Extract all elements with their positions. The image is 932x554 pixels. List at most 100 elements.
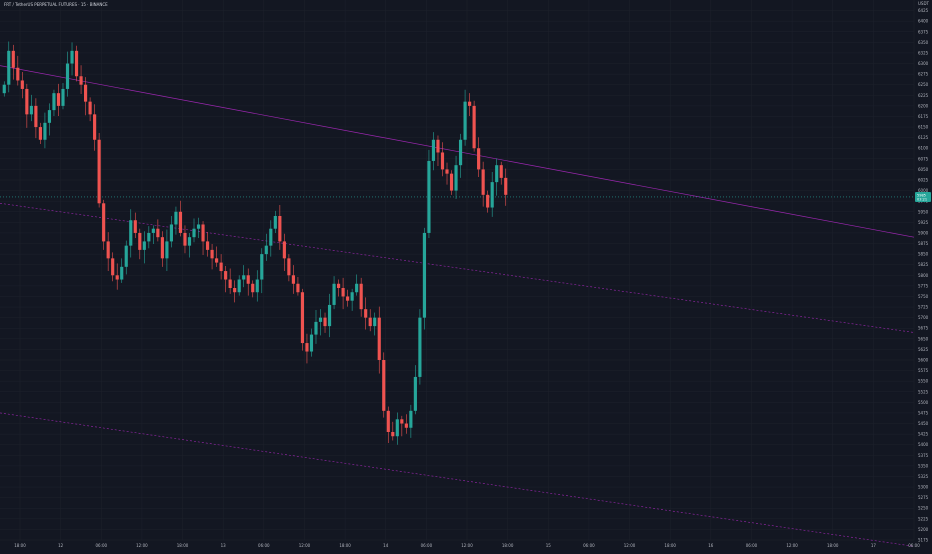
candle[interactable] <box>418 309 422 385</box>
candle[interactable] <box>264 233 268 261</box>
candle[interactable] <box>165 229 169 272</box>
candle[interactable] <box>47 103 52 136</box>
candle[interactable] <box>174 206 178 235</box>
candle[interactable] <box>278 204 282 250</box>
candle[interactable] <box>336 279 341 297</box>
candle[interactable] <box>431 132 436 171</box>
candle[interactable] <box>309 328 314 357</box>
candle[interactable] <box>65 51 70 97</box>
candle[interactable] <box>287 254 291 282</box>
candle[interactable] <box>454 155 458 200</box>
candle[interactable] <box>129 209 133 258</box>
trend-channel[interactable] <box>0 65 915 547</box>
candles[interactable] <box>2 41 508 445</box>
candle[interactable] <box>79 65 83 95</box>
candle[interactable] <box>43 112 47 149</box>
candle[interactable] <box>88 97 92 122</box>
candle[interactable] <box>192 218 196 243</box>
candle[interactable] <box>300 288 305 351</box>
candle[interactable] <box>382 352 386 418</box>
candle[interactable] <box>210 243 214 270</box>
candle[interactable] <box>233 280 237 303</box>
candle[interactable] <box>246 268 250 296</box>
channel-bottom-line[interactable] <box>0 412 915 547</box>
candle[interactable] <box>413 365 417 415</box>
candle[interactable] <box>255 270 259 302</box>
candle[interactable] <box>169 216 174 248</box>
candle[interactable] <box>449 170 454 195</box>
channel-top-line[interactable] <box>0 65 915 238</box>
candle[interactable] <box>93 104 97 151</box>
candle[interactable] <box>124 240 128 275</box>
candle[interactable] <box>74 45 79 82</box>
candle[interactable] <box>350 288 354 311</box>
candle[interactable] <box>219 254 223 280</box>
candle[interactable] <box>395 412 399 445</box>
candle[interactable] <box>147 226 151 249</box>
candle[interactable] <box>504 168 508 206</box>
candle[interactable] <box>237 275 241 296</box>
candle[interactable] <box>183 225 187 254</box>
candle[interactable] <box>142 231 146 264</box>
candle[interactable] <box>251 280 255 298</box>
candle[interactable] <box>269 220 273 257</box>
candle[interactable] <box>115 263 119 290</box>
candle[interactable] <box>291 265 295 294</box>
candle[interactable] <box>83 77 88 116</box>
candle[interactable] <box>215 246 219 267</box>
candle[interactable] <box>56 83 61 117</box>
candle[interactable] <box>25 83 29 128</box>
candle[interactable] <box>61 83 65 110</box>
candle[interactable] <box>468 93 472 117</box>
candle[interactable] <box>282 233 286 272</box>
candle[interactable] <box>499 161 503 185</box>
candle[interactable] <box>156 219 160 242</box>
candle[interactable] <box>495 158 499 196</box>
candle[interactable] <box>178 200 183 237</box>
candle[interactable] <box>409 404 413 438</box>
candle[interactable] <box>52 89 56 117</box>
candle[interactable] <box>224 265 228 293</box>
candle[interactable] <box>436 135 440 167</box>
candle[interactable] <box>472 100 476 152</box>
candle[interactable] <box>422 227 427 330</box>
candle[interactable] <box>314 310 318 344</box>
candle[interactable] <box>332 276 336 310</box>
candle[interactable] <box>260 248 264 294</box>
candle[interactable] <box>377 306 381 374</box>
candle[interactable] <box>205 232 210 257</box>
candle[interactable] <box>391 421 395 441</box>
price-axis[interactable]: USDT 6425 6400 6375 6350 6325 6300 6275 6250 622… <box>918 1 930 543</box>
candle[interactable] <box>373 312 377 336</box>
candle[interactable] <box>305 333 309 364</box>
candle[interactable] <box>296 276 300 296</box>
candle[interactable] <box>133 212 137 239</box>
candle[interactable] <box>346 289 350 307</box>
candle[interactable] <box>386 406 390 444</box>
candle[interactable] <box>70 42 74 76</box>
candle[interactable] <box>477 137 481 178</box>
candle[interactable] <box>355 274 359 296</box>
candle[interactable] <box>201 221 205 255</box>
candle[interactable] <box>228 268 232 294</box>
candle[interactable] <box>2 81 6 97</box>
candle[interactable] <box>34 98 38 139</box>
candle[interactable] <box>440 142 445 177</box>
candle[interactable] <box>273 210 277 233</box>
candle[interactable] <box>11 44 15 80</box>
candle[interactable] <box>364 297 368 330</box>
candle[interactable] <box>102 199 106 250</box>
candle[interactable] <box>29 94 33 122</box>
candle[interactable] <box>196 217 201 239</box>
candle[interactable] <box>106 232 110 272</box>
candle[interactable] <box>341 277 345 310</box>
candle[interactable] <box>463 89 467 146</box>
candle[interactable] <box>318 309 323 336</box>
channel-middle-line[interactable] <box>0 202 915 333</box>
candle[interactable] <box>323 312 327 333</box>
candle[interactable] <box>427 149 431 239</box>
candle[interactable] <box>327 293 332 338</box>
candle[interactable] <box>20 72 24 99</box>
